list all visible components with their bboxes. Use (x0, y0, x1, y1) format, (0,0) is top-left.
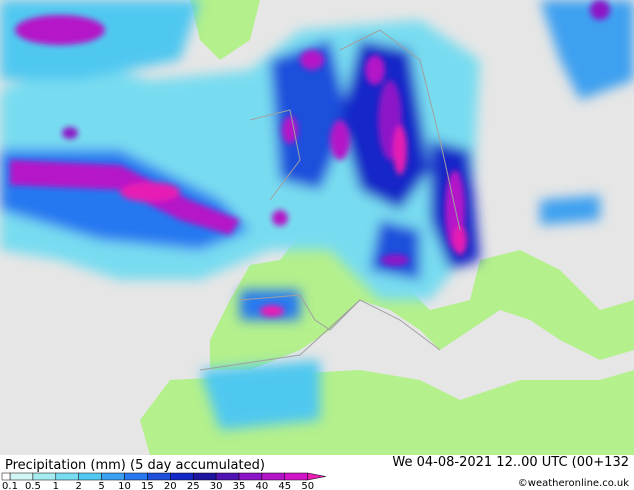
legend-swatch (124, 472, 148, 481)
legend-swatch (238, 472, 263, 481)
map (0, 0, 634, 455)
legend-swatch (170, 472, 194, 481)
legend-swatch (55, 472, 79, 481)
legend-swatch (192, 472, 217, 481)
legend-label: 50 (301, 481, 314, 490)
legend-label: 15 (141, 481, 154, 490)
legend: 0.1 0.5 1 2 5 10 15 20 25 30 35 40 45 50 (1, 472, 326, 490)
legend-swatch (147, 472, 171, 481)
legend-label: 0.1 (2, 481, 18, 490)
legend-label: 35 (233, 481, 246, 490)
legend-swatch (261, 472, 286, 481)
legend-label: 5 (98, 481, 104, 490)
credit: ©weatheronline.co.uk (518, 478, 629, 489)
legend-swatch (32, 472, 57, 481)
heavy-precipitation (10, 0, 610, 317)
title: Precipitation (mm) (5 day accumulated) (5, 458, 265, 473)
legend-label: 30 (210, 481, 223, 490)
legend-label: 20 (164, 481, 177, 490)
legend-label: 0.5 (25, 481, 41, 490)
legend-swatch (101, 472, 125, 481)
legend-start (1, 472, 11, 481)
legend-swatch (284, 472, 308, 481)
legend-label: 10 (118, 481, 131, 490)
legend-swatch (9, 472, 34, 481)
legend-swatch (215, 472, 240, 481)
legend-label: 2 (76, 481, 82, 490)
legend-arrow (307, 472, 326, 481)
valid-time: We 04-08-2021 12..00 UTC (00+132 (392, 455, 629, 470)
legend-swatch (78, 472, 102, 481)
footer (0, 455, 634, 490)
legend-label: 25 (187, 481, 200, 490)
legend-label: 1 (53, 481, 59, 490)
legend-label: 45 (278, 481, 291, 490)
coastlines (199, 29, 461, 371)
legend-label: 40 (256, 481, 269, 490)
